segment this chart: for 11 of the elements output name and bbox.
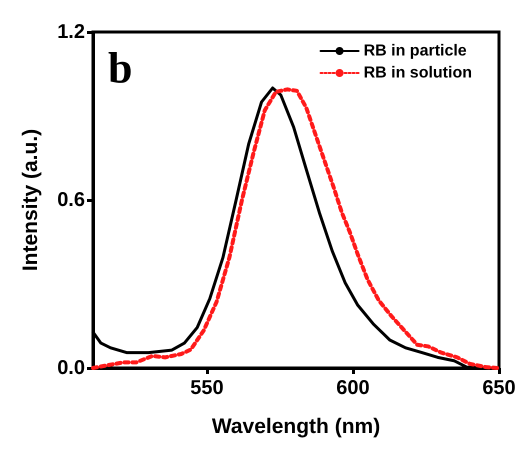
y-tick-label: 0.6 [57, 189, 85, 211]
legend-label: RB in particle [364, 42, 467, 60]
x-axis-title: Wavelength (nm) [212, 415, 380, 438]
legend-label: RB in solution [364, 64, 472, 82]
y-tick-label: 0.0 [57, 357, 85, 379]
x-tick-label: 650 [482, 377, 516, 399]
x-tick-label: 550 [190, 377, 224, 399]
y-axis-title: Intensity (a.u.) [19, 128, 42, 272]
annotation: b [108, 44, 132, 92]
y-tick-label: 1.2 [57, 21, 85, 43]
x-tick-label: 600 [336, 377, 370, 399]
